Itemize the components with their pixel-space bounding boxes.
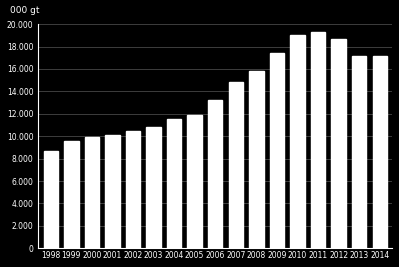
Bar <box>64 141 79 248</box>
Bar <box>332 39 346 248</box>
Bar <box>311 32 325 248</box>
Bar <box>85 137 99 248</box>
Bar <box>146 127 161 248</box>
Text: 000 gt: 000 gt <box>10 6 40 15</box>
Bar <box>105 135 120 248</box>
Bar <box>270 53 284 248</box>
Bar <box>290 35 305 248</box>
Bar <box>229 83 243 248</box>
Bar <box>43 151 58 248</box>
Bar <box>126 131 140 248</box>
Bar <box>352 56 366 248</box>
Bar <box>188 116 202 248</box>
Bar <box>208 100 222 248</box>
Bar <box>249 71 264 248</box>
Bar <box>373 56 387 248</box>
Bar <box>167 119 181 248</box>
